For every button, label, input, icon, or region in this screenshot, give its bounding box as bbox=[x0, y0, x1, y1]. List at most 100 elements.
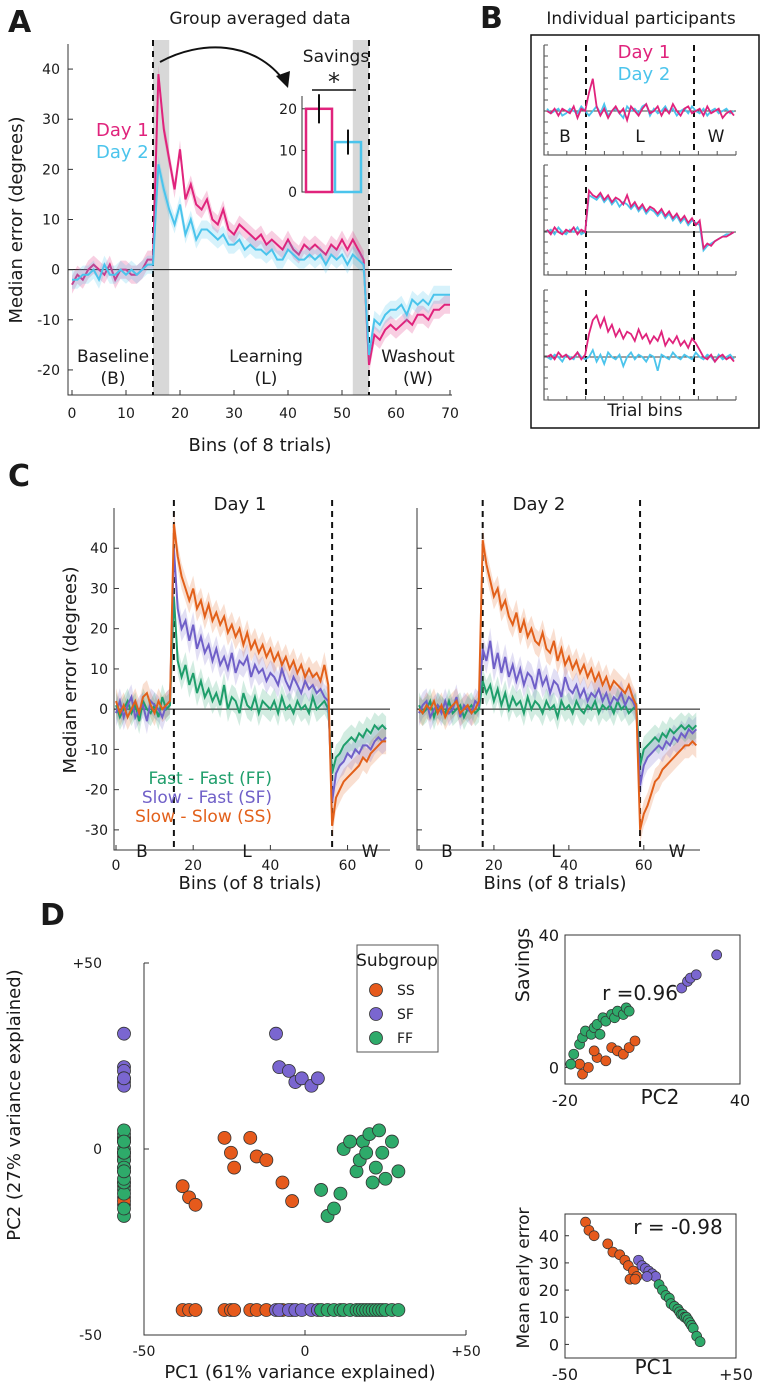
significance-star: * bbox=[328, 68, 340, 96]
panel-b-legend-day2: Day 2 bbox=[618, 64, 671, 85]
a-line-day2 bbox=[72, 164, 450, 356]
c-ytick-label: 20 bbox=[90, 622, 108, 638]
c-band-ss bbox=[116, 511, 387, 839]
a-xtick-label: 70 bbox=[441, 406, 459, 422]
small-ytick-label: 40 bbox=[539, 926, 559, 945]
panel-b-frame bbox=[530, 34, 760, 429]
legend-label-ss: SS bbox=[397, 983, 415, 999]
pca-xtick-label: 0 bbox=[301, 1344, 310, 1360]
a-ytick-label: 10 bbox=[42, 213, 60, 229]
b-line-day2 bbox=[546, 193, 735, 253]
pca-xtick-label: +50 bbox=[451, 1344, 481, 1360]
small-point-sf bbox=[690, 969, 702, 981]
small-axes-frame bbox=[564, 1213, 737, 1359]
c-ytick-label: 30 bbox=[90, 581, 108, 597]
c-xtick-label: 40 bbox=[261, 858, 279, 874]
panel-a-legend-day2: Day 2 bbox=[96, 142, 149, 163]
pca-point-ff bbox=[368, 1160, 383, 1175]
pca-xtick-label: -50 bbox=[133, 1344, 156, 1360]
shade-region-1 bbox=[352, 40, 369, 395]
top-scatter-xlabel: PC2 bbox=[641, 1085, 680, 1109]
phase-label-washout: Washout bbox=[381, 347, 455, 367]
pca-point-ff bbox=[375, 1145, 390, 1160]
a-xtick-label: 60 bbox=[387, 406, 405, 422]
pca-margin-y-sf bbox=[117, 1026, 131, 1041]
pca-point-ss bbox=[217, 1130, 232, 1145]
b-line-day2 bbox=[546, 101, 735, 120]
pca-scatter: -50 0 +50 -50 0 +50 bbox=[72, 956, 480, 1360]
a-xtick-label: 30 bbox=[225, 406, 243, 422]
legend-ss: Slow - Slow (SS) bbox=[135, 807, 272, 827]
legend-marker-sf bbox=[369, 1007, 383, 1021]
small-point-ss bbox=[588, 1045, 600, 1057]
small-xtick-label: -50 bbox=[552, 1365, 578, 1384]
c-axes bbox=[113, 508, 390, 851]
small-point-sf bbox=[641, 1271, 653, 1282]
c-line-ss bbox=[115, 523, 387, 827]
pca-point-sf bbox=[294, 1071, 309, 1086]
inset-title: Savings bbox=[303, 47, 370, 67]
panel-b-xlabel: Trial bins bbox=[606, 401, 682, 421]
pca-xlabel: PC1 (61% variance explained) bbox=[164, 1362, 435, 1383]
c-ytick-label: 40 bbox=[90, 541, 108, 557]
panel-a-title: Group averaged data bbox=[169, 9, 350, 29]
pca-margin-x-ff bbox=[391, 1303, 406, 1317]
top-scatter-ylabel: Savings bbox=[512, 928, 534, 1002]
c-line-ss bbox=[418, 540, 698, 831]
panel-c-day2-title: Day 2 bbox=[513, 494, 566, 515]
c-xtick-label: 0 bbox=[415, 858, 424, 874]
a-line-day1 bbox=[71, 74, 450, 366]
small-point-ff bbox=[594, 1028, 606, 1040]
pca-point-sf bbox=[281, 1063, 296, 1078]
panel-c-day1-phase-b: B bbox=[136, 842, 148, 862]
panel-b-phase-w: W bbox=[708, 127, 725, 147]
small-point-ss bbox=[588, 1230, 600, 1242]
b-line-day2 bbox=[546, 347, 735, 372]
a-xtick-label: 10 bbox=[117, 406, 135, 422]
a-xtick-label: 40 bbox=[279, 406, 297, 422]
pca-ylabel: PC2 (27% variance explained) bbox=[4, 969, 25, 1240]
bottom-scatter-annotation: r = -0.98 bbox=[633, 1215, 722, 1239]
pca-point-ss bbox=[175, 1179, 190, 1194]
pca-ytick-label: +50 bbox=[72, 956, 102, 972]
pca-point-ff bbox=[359, 1145, 374, 1160]
legend-sf: Slow - Fast (SF) bbox=[142, 788, 272, 808]
pca-point-ff bbox=[314, 1183, 329, 1197]
small-point-ss bbox=[602, 1238, 614, 1250]
panel-c-subgroups: C Median error (degrees) 0 20 40 60 -30 -20 -1… bbox=[8, 459, 700, 894]
subgroup-legend-title: Subgroup bbox=[356, 951, 438, 971]
small-ytick-label: 20 bbox=[539, 1281, 559, 1300]
panel-a-group-averaged: A Group averaged data 0 10 20 30 40 50 60 70 -20… bbox=[6, 5, 459, 456]
c-line-ff bbox=[115, 596, 387, 774]
panel-b-phase-l: L bbox=[635, 127, 645, 147]
panel-c-ylabel: Median error (degrees) bbox=[60, 567, 81, 774]
small-ytick-label: 40 bbox=[539, 1227, 559, 1246]
pca-margin-y-ff bbox=[117, 1134, 131, 1149]
bottom-scatter-xlabel: PC1 bbox=[635, 1355, 674, 1379]
inset-ytick-label: 0 bbox=[288, 185, 297, 201]
c-ytick-label: 0 bbox=[99, 702, 108, 718]
c-ytick-label: -20 bbox=[85, 783, 108, 799]
legend-ff: Fast - Fast (FF) bbox=[149, 769, 272, 789]
small-point-ff bbox=[694, 1336, 706, 1348]
c-xtick-label: 60 bbox=[339, 858, 357, 874]
pca-point-ss bbox=[188, 1197, 203, 1212]
pca-ytick-label: 0 bbox=[93, 1142, 102, 1158]
a-ytick-label: -20 bbox=[37, 363, 60, 379]
panel-label-c: C bbox=[8, 459, 30, 494]
a-ytick-label: 30 bbox=[42, 112, 60, 128]
phase-label-learning: Learning bbox=[229, 347, 303, 367]
c-ytick-label: 10 bbox=[90, 662, 108, 678]
panel-b-title: Individual participants bbox=[546, 9, 736, 29]
small-point-ss bbox=[629, 1273, 641, 1285]
panel-b-individual: B Individual participants Day 1 Day 2 B … bbox=[480, 1, 760, 429]
savings-arrow bbox=[159, 46, 286, 83]
panel-b-legend-day1: Day 1 bbox=[618, 42, 671, 63]
c-xtick-label: 20 bbox=[485, 858, 503, 874]
c-line-ff bbox=[418, 680, 698, 766]
panel-a-xlabel: Bins (of 8 trials) bbox=[188, 435, 331, 456]
panel-c-day1-xlabel: Bins (of 8 trials) bbox=[178, 873, 321, 894]
panel-a-axes bbox=[67, 44, 452, 396]
b-axes-3 bbox=[543, 290, 736, 401]
a-ytick-label: 20 bbox=[42, 162, 60, 178]
